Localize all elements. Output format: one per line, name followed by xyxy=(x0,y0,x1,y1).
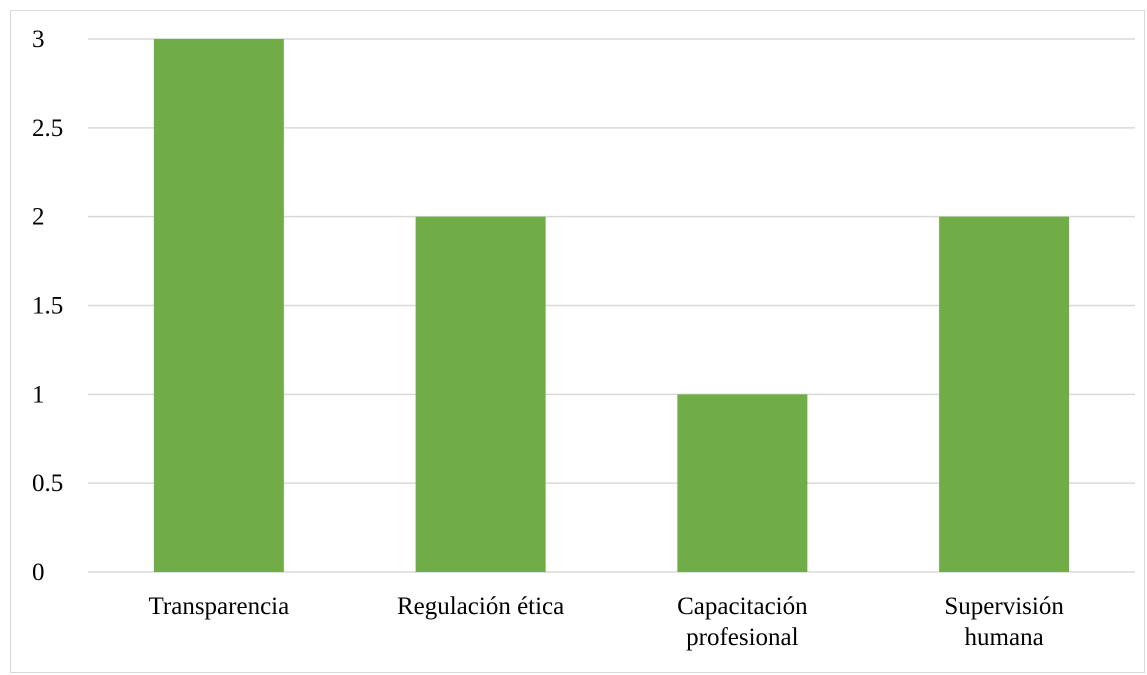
y-tick-label: 0.5 xyxy=(32,470,63,497)
bar xyxy=(153,39,284,572)
x-category-label: Capacitación profesional xyxy=(677,593,808,651)
bar xyxy=(677,394,808,572)
chart-frame xyxy=(10,10,1145,673)
y-axis-tick-labels: 0 0.5 1 1.5 2 2.5 3 xyxy=(32,26,63,586)
y-tick-label: 2.5 xyxy=(32,115,63,142)
bar xyxy=(415,216,546,572)
bars xyxy=(153,39,1070,572)
x-category-label: Supervisión humana xyxy=(944,593,1064,651)
x-axis-category-labels: Transparencia Regulación ética Capacitació… xyxy=(149,593,1065,651)
y-tick-label: 1.5 xyxy=(32,293,63,320)
y-tick-label: 1 xyxy=(32,381,45,408)
y-tick-label: 0 xyxy=(32,559,45,586)
bar xyxy=(939,216,1070,572)
x-category-label: Transparencia xyxy=(149,593,290,620)
y-tick-label: 3 xyxy=(32,26,45,53)
y-tick-label: 2 xyxy=(32,204,45,231)
x-category-label: Regulación ética xyxy=(397,593,564,620)
